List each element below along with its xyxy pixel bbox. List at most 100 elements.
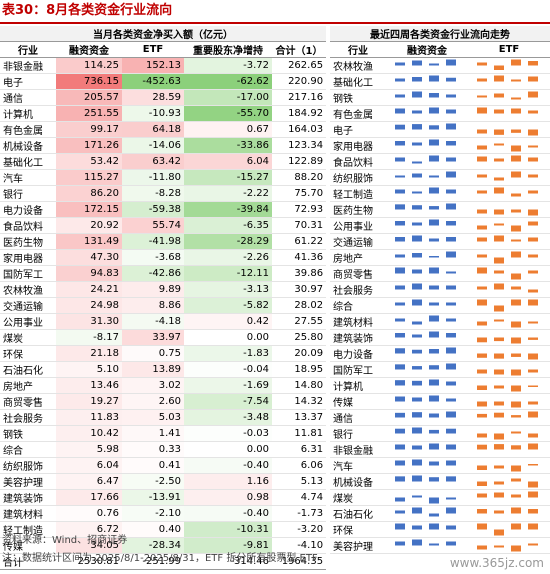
trend-bar [528,443,538,450]
trend-bar [395,510,405,514]
industry-cell: 建筑材料 [0,505,56,522]
trend-bar [477,174,487,178]
value-cell: 41.36 [272,249,327,266]
sparkline-cell [386,409,468,426]
sparkline [477,411,538,418]
trend-bar [395,175,405,178]
industry-cell: 建筑装饰 [0,489,56,506]
data-row: 银行 86.20 -8.28 -2.22 75.70 [0,185,327,202]
industry-cell: 医药生物 [330,201,386,218]
sparkline [395,427,456,434]
trend-bar [528,433,538,438]
trend-bar [429,63,439,66]
data-row: 建筑材料 0.76 -2.10 -0.40 -1.73 [0,505,327,522]
sparkline [477,401,538,408]
sparkline [477,91,538,100]
industry-cell: 通信 [0,89,56,106]
value-cell: -3.72 [184,57,272,74]
trend-bar [477,145,487,150]
data-row: 传媒 [330,393,550,410]
value-cell: 6.04 [184,153,272,170]
data-row: 公用事业 [330,217,550,234]
trend-bar [412,495,422,498]
sparkline-cell [468,521,550,538]
trend-bar [412,110,422,114]
sparkline [395,523,456,530]
trend-bar [477,401,487,407]
sparkline-cell [468,89,550,106]
trend-bar [511,478,521,482]
total-value: 2530.81 [56,553,122,570]
data-row: 机械设备 [330,473,550,490]
sparkline-cell [468,425,550,442]
value-cell: 6.31 [272,441,327,458]
trend-bar [412,60,422,66]
trend-bar [395,221,405,226]
trend-bar [477,385,487,390]
sparkline [477,431,538,440]
trend-bar [395,108,405,114]
sparkline [477,267,538,280]
value-cell: 70.31 [272,217,327,234]
trend-bar [494,187,504,194]
value-cell: -6.35 [184,217,272,234]
sparkline [395,187,456,194]
trend-bar [511,369,521,376]
sparkline [477,464,538,472]
data-row: 农林牧渔 24.21 9.89 -3.13 30.97 [0,281,327,298]
data-row: 轻工制造 [330,185,550,202]
trend-bar [494,158,504,162]
industry-cell: 机械设备 [0,137,56,154]
trend-bar [477,156,487,162]
group-header: 最近四周各类资金行业流向走势 [330,26,550,42]
trend-bar [494,545,504,548]
sparkline-cell [386,489,468,506]
value-cell: -2.10 [122,505,184,522]
trend-bar [528,76,538,82]
industry-cell: 银行 [0,185,56,202]
industry-cell: 家用电器 [330,137,386,154]
data-row: 建筑装饰 [330,329,550,346]
sparkline-cell [386,265,468,282]
trend-bar [429,93,439,98]
sparkline [395,219,456,226]
value-cell: -55.70 [184,105,272,122]
sparkline [477,251,538,264]
value-cell: 251.55 [56,105,122,122]
trend-bar [477,353,487,358]
trend-bar [395,157,405,162]
trend-bar [395,254,405,258]
sparkline [477,221,538,232]
sparkline [395,411,456,418]
data-row: 煤炭 [330,489,550,506]
value-cell: -42.86 [122,265,184,282]
sparkline-cell [468,313,550,330]
sparkline [395,379,456,386]
data-row: 社会服务 11.83 5.03 -3.48 13.37 [0,409,327,426]
data-row: 社会服务 [330,281,550,298]
data-row: 房地产 [330,249,550,266]
sparkline-cell [386,473,468,490]
sparkline-cell [468,185,550,202]
trend-bar [528,523,538,530]
sparkline-cell [468,153,550,170]
sparkline-cell [386,457,468,474]
sparkline-cell [468,249,550,266]
trend-bar [511,299,521,306]
sparkline-cell [386,393,468,410]
trend-bar [511,225,521,232]
sparkline [477,187,538,197]
value-cell: 30.97 [272,281,327,298]
data-row: 汽车 [330,457,550,474]
trend-bar [446,157,456,162]
industry-cell: 轻工制造 [0,521,56,538]
industry-cell: 社会服务 [0,409,56,426]
value-cell: 31.30 [56,313,122,330]
trend-bar [395,285,405,290]
trend-bar [412,380,422,386]
trend-bar [511,507,521,514]
trend-bar [412,283,422,290]
data-row: 计算机 [330,377,550,394]
trend-bar [494,369,504,375]
sparkline [477,491,538,498]
